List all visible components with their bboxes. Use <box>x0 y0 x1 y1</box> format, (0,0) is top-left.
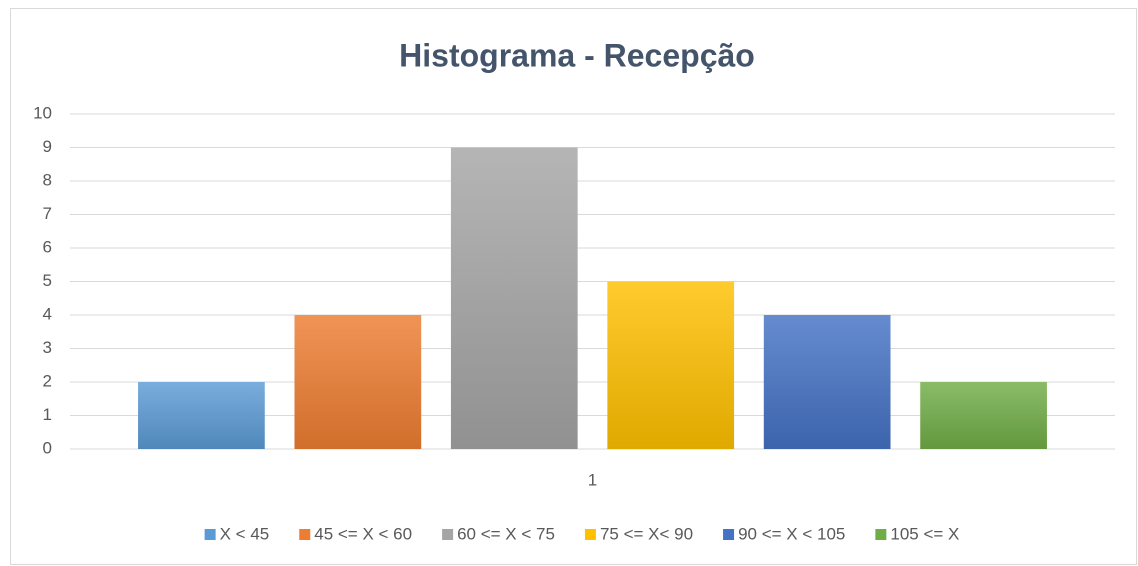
legend-swatch <box>584 529 596 540</box>
y-tick-label: 6 <box>43 237 52 256</box>
legend-swatch <box>442 529 454 540</box>
legend-label: 60 <= X < 75 <box>457 524 555 543</box>
bar <box>607 281 735 449</box>
y-tick-label: 1 <box>43 405 52 424</box>
legend-label: 75 <= X< 90 <box>600 524 693 543</box>
bar <box>920 382 1047 449</box>
y-tick-label: 0 <box>43 438 52 457</box>
y-tick-label: 9 <box>43 137 52 156</box>
legend-swatch <box>204 529 216 540</box>
legend-swatch <box>299 529 311 540</box>
y-tick-label: 8 <box>43 170 52 189</box>
y-tick-label: 7 <box>43 204 52 223</box>
y-tick-label: 3 <box>43 338 52 357</box>
y-tick-label: 2 <box>43 371 52 390</box>
legend-swatch <box>875 529 887 540</box>
x-tick-label: 1 <box>588 470 597 489</box>
y-tick-label: 10 <box>33 103 52 122</box>
legend-label: X < 45 <box>220 524 270 543</box>
y-tick-label: 4 <box>43 304 52 323</box>
legend-label: 90 <= X < 105 <box>738 524 845 543</box>
bar <box>294 315 422 449</box>
legend-label: 105 <= X <box>890 524 959 543</box>
legend-label: 45 <= X < 60 <box>314 524 412 543</box>
legend-swatch <box>723 529 735 540</box>
bar <box>138 382 265 449</box>
chart-title: Histograma - Recepção <box>399 37 755 73</box>
bar <box>763 315 891 449</box>
y-tick-label: 5 <box>43 271 52 290</box>
bar <box>450 147 578 449</box>
